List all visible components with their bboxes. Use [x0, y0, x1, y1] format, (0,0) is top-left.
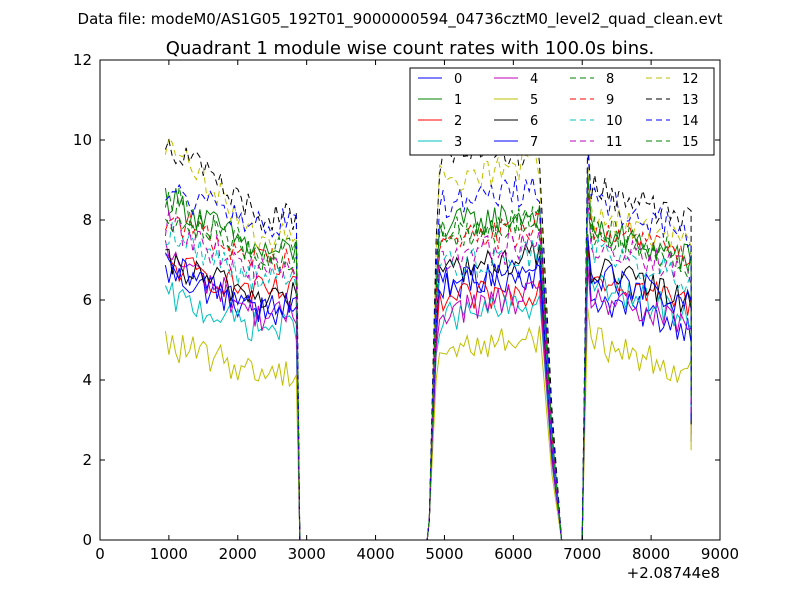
x-tick-label: 4000 — [356, 545, 394, 563]
legend-label-4: 4 — [530, 72, 538, 87]
y-tick-label: 4 — [82, 371, 92, 389]
series-line-4 — [164, 240, 692, 541]
series-line-0 — [164, 243, 692, 541]
legend-label-0: 0 — [454, 72, 462, 87]
series-line-10 — [165, 205, 692, 541]
x-tick-label: 2000 — [219, 545, 257, 563]
legend-label-7: 7 — [530, 135, 538, 150]
y-tick-label: 0 — [82, 531, 92, 549]
legend-label-15: 15 — [682, 135, 699, 150]
series-line-7 — [164, 235, 692, 541]
x-tick-label: 9000 — [701, 545, 739, 563]
legend-box — [409, 67, 715, 156]
x-tick-label: 8000 — [632, 545, 670, 563]
series-line-5 — [164, 308, 692, 541]
y-tick-label: 10 — [73, 131, 92, 149]
plot-lines — [164, 134, 692, 541]
series-line-12 — [164, 137, 692, 541]
legend-label-8: 8 — [606, 72, 614, 87]
series-line-8 — [164, 187, 692, 541]
legend-label-9: 9 — [606, 93, 614, 108]
chart-suptitle: Data file: modeM0/AS1G05_192T01_90000005… — [78, 10, 723, 29]
x-offset-label: +2.08744e8 — [627, 564, 720, 582]
x-axis: 0 1000 2000 3000 4000 5000 6000 7000 8000 9000 — [95, 60, 739, 563]
series-line-6 — [165, 234, 692, 541]
legend-label-11: 11 — [606, 135, 623, 150]
series-line-13 — [164, 134, 692, 541]
legend-label-2: 2 — [454, 114, 462, 129]
legend-label-1: 1 — [454, 93, 462, 108]
series-line-1 — [164, 172, 692, 541]
series-line-2 — [165, 246, 692, 541]
series-line-11 — [164, 195, 692, 541]
chart-title: Quadrant 1 module wise count rates with … — [166, 38, 655, 59]
series-line-15 — [165, 174, 692, 541]
legend-label-3: 3 — [454, 135, 462, 150]
legend-label-14: 14 — [682, 114, 699, 129]
series-line-3 — [164, 256, 692, 541]
y-tick-label: 12 — [73, 51, 92, 69]
y-tick-label: 6 — [82, 291, 92, 309]
x-tick-label: 6000 — [494, 545, 532, 563]
y-tick-label: 2 — [82, 451, 92, 469]
legend-label-5: 5 — [530, 93, 538, 108]
x-tick-label: 1000 — [150, 545, 188, 563]
legend-label-10: 10 — [606, 114, 623, 129]
legend-label-6: 6 — [530, 114, 538, 129]
series-line-9 — [164, 183, 692, 541]
legend-label-12: 12 — [682, 72, 699, 87]
y-tick-label: 8 — [82, 211, 92, 229]
x-tick-label: 3000 — [288, 545, 326, 563]
x-tick-label: 7000 — [563, 545, 601, 563]
x-tick-label: 5000 — [425, 545, 463, 563]
series-line-14 — [165, 148, 692, 541]
x-tick-label: 0 — [95, 545, 105, 563]
legend-label-13: 13 — [682, 93, 699, 108]
